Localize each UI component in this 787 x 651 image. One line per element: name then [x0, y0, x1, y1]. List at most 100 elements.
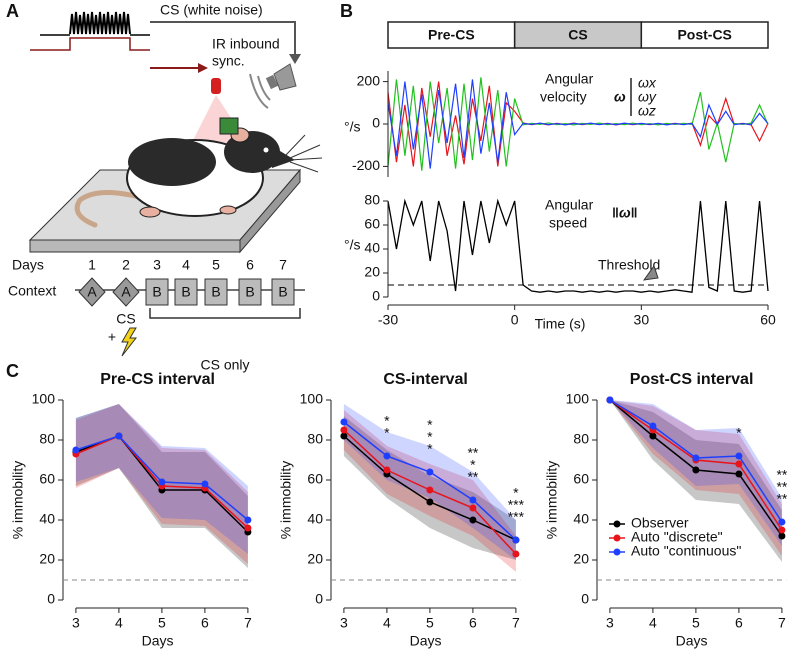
- legend-entry: ωz: [638, 103, 656, 119]
- x-tick-label: 5: [426, 615, 434, 631]
- y-tick-label: 0: [372, 115, 380, 131]
- point: [778, 526, 786, 534]
- context-box: [145, 278, 169, 306]
- y-tick-label: 60: [364, 216, 380, 232]
- panel-label: B: [340, 1, 353, 21]
- rat-eye: [263, 147, 269, 153]
- significance: **: [467, 469, 478, 485]
- day-number: 6: [246, 257, 254, 273]
- point: [72, 446, 80, 454]
- point: [115, 432, 123, 440]
- shock-label: CS: [116, 311, 135, 327]
- chart-title: Pre-CS interval: [100, 371, 215, 388]
- y-tick-label: 20: [307, 551, 323, 567]
- y-tick-label: 40: [573, 511, 589, 527]
- velocity-trace: [387, 79, 769, 169]
- point: [340, 432, 348, 440]
- ir-label: IR inbound: [212, 36, 280, 52]
- y-tick-label: 100: [566, 391, 590, 407]
- trace-label: Angular: [545, 71, 594, 87]
- unit-label: °/s: [344, 119, 361, 135]
- y-tick-label: 40: [307, 511, 323, 527]
- point: [340, 418, 348, 426]
- x-tick-label: -30: [378, 312, 398, 328]
- x-tick-label: 0: [511, 312, 519, 328]
- y-tick-label: 20: [39, 551, 55, 567]
- y-axis-label: % immobility: [10, 461, 26, 540]
- context-box: [174, 278, 198, 306]
- rat-tail: [74, 190, 153, 228]
- day-number: 3: [153, 257, 161, 273]
- panel-label: C: [6, 361, 19, 381]
- context-box: [271, 278, 295, 306]
- y-axis-label: % immobility: [544, 461, 560, 540]
- point: [692, 466, 700, 474]
- y-tick-label: 40: [364, 240, 380, 256]
- rat-paw: [139, 206, 161, 218]
- y-tick-label: 60: [573, 471, 589, 487]
- ir-label: sync.: [212, 53, 245, 69]
- y-tick-label: 200: [357, 72, 381, 88]
- context-name: B: [211, 284, 220, 300]
- point: [778, 532, 786, 540]
- platform: [239, 168, 301, 254]
- whiskers: [284, 134, 323, 173]
- x-axis-label: Days: [676, 633, 708, 649]
- phase-label: Post-CS: [677, 27, 731, 43]
- day-number: 4: [182, 257, 190, 273]
- x-axis-label: Days: [410, 633, 442, 649]
- y-tick-label: 0: [47, 591, 55, 607]
- x-tick-label: 30: [634, 312, 650, 328]
- context-diamond: [78, 277, 106, 307]
- point: [201, 480, 209, 488]
- threshold-pointer: [642, 264, 659, 281]
- point: [512, 550, 520, 558]
- point: [692, 454, 700, 462]
- phase-box: [387, 21, 516, 49]
- point: [606, 396, 614, 404]
- point: [426, 498, 434, 506]
- headset: [219, 117, 239, 135]
- legend-dot: [613, 520, 621, 528]
- legend-entry: Observer: [631, 515, 689, 531]
- y-tick-label: -200: [352, 157, 380, 173]
- context-name: A: [87, 284, 97, 300]
- context-box: [238, 278, 262, 306]
- day-number: 1: [88, 257, 96, 273]
- y-tick-label: 80: [39, 431, 55, 447]
- arrow: [150, 21, 296, 56]
- trace-label: Angular: [545, 197, 594, 213]
- significance: *: [384, 425, 390, 441]
- point: [469, 516, 477, 524]
- trace-label: speed: [549, 215, 587, 231]
- point: [426, 486, 434, 494]
- significance: **: [776, 479, 787, 495]
- y-tick-label: 0: [372, 288, 380, 304]
- point: [340, 426, 348, 434]
- unit-label: °/s: [344, 237, 361, 253]
- phase-label: CS: [568, 27, 587, 43]
- shock-icon: [121, 327, 138, 357]
- noise-waveform: [69, 11, 131, 35]
- legend-dot: [613, 548, 621, 556]
- threshold-label: Threshold: [598, 257, 660, 273]
- point: [649, 432, 657, 440]
- days-label: Days: [12, 257, 44, 273]
- point: [469, 496, 477, 504]
- x-tick-label: 4: [115, 615, 123, 631]
- panel-label: A: [6, 1, 19, 21]
- y-tick-label: 60: [39, 471, 55, 487]
- y-tick-label: 100: [32, 391, 56, 407]
- arrow-head: [289, 54, 301, 64]
- significance: ***: [508, 509, 525, 525]
- legend-entry: ωy: [638, 89, 657, 105]
- y-tick-label: 0: [315, 591, 323, 607]
- context-name: B: [245, 284, 254, 300]
- ir-led: [211, 78, 221, 94]
- x-axis-label: Time (s): [535, 316, 586, 332]
- point: [512, 536, 520, 544]
- x-tick-label: 4: [649, 615, 657, 631]
- bracket: [149, 308, 301, 319]
- significance: *: [470, 457, 476, 473]
